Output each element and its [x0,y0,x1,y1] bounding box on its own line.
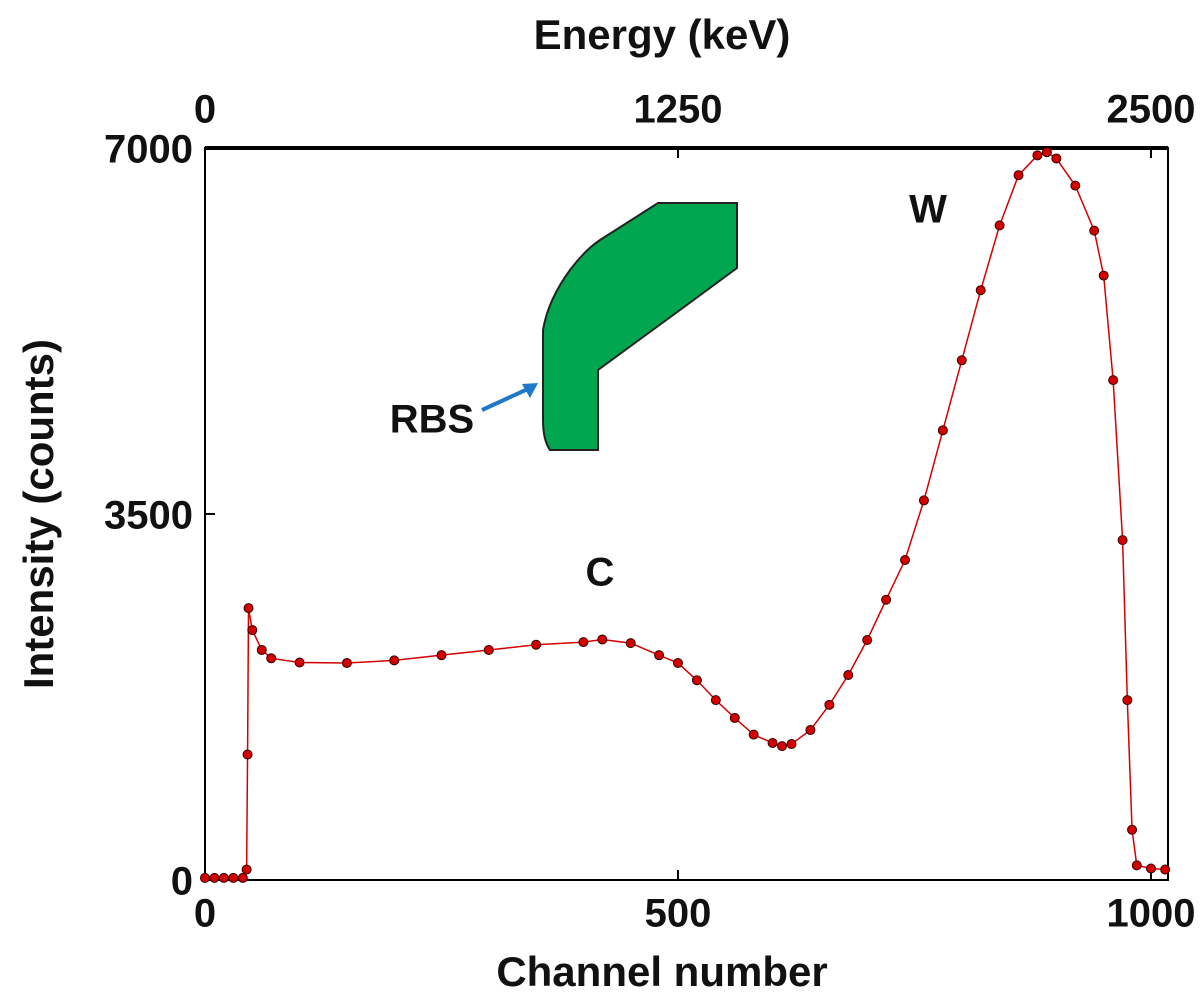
data-point [1122,695,1133,706]
data-point [237,872,248,883]
annotation: W [909,188,947,232]
annotation: RBS [390,398,474,442]
data-point [1145,863,1156,874]
data-point [209,872,220,883]
data-point [881,594,892,605]
rbs-arrowhead [522,383,538,398]
data-point [389,655,400,666]
data-point [243,603,254,614]
data-point [824,699,835,710]
data-point [483,644,494,655]
data-point [436,650,447,661]
rbs-arrow [481,386,531,412]
data-point [1032,150,1043,161]
data-point [1160,864,1171,875]
data-point [1108,375,1119,386]
x-axis-title: Channel number [496,948,827,995]
data-point [1117,535,1128,546]
data-point [218,872,229,883]
data-point [578,637,589,648]
data-point [975,285,986,296]
data-point [1098,270,1109,281]
data-point [1070,180,1081,191]
data-point [341,658,352,669]
y-tick-label: 3500 [104,494,193,538]
data-point [1013,170,1024,181]
x-tick-label: 1000 [1106,892,1195,936]
data-point [805,724,816,735]
data-point [1089,225,1100,236]
data-point [247,625,258,636]
data-point [767,738,778,749]
data-point [625,638,636,649]
x2-tick-label: 2500 [1106,88,1195,132]
data-point [228,872,239,883]
data-point [200,872,210,883]
data-point [294,657,305,668]
x2-tick-label: 0 [194,88,216,132]
y-tick-label: 0 [171,860,193,904]
data-point [843,670,854,681]
x-tick-label: 0 [194,892,216,936]
data-point [1131,860,1142,871]
data-point [597,634,608,645]
data-point [956,355,967,366]
y-tick-label: 7000 [104,128,193,172]
data-point [994,220,1005,231]
data-point [900,555,911,566]
x2-tick-label: 1250 [633,88,722,132]
data-point [937,425,948,436]
data-point [241,864,252,875]
data-point [862,635,873,646]
data-point [1041,147,1052,158]
data-point [672,658,683,669]
y-axis-title: Intensity (counts) [15,339,62,689]
data-point [748,729,759,740]
annotation: C [586,551,615,595]
x-tick-label: 500 [645,892,712,936]
rbs-illustration [542,202,738,451]
data-point [1051,153,1062,164]
data-point [777,741,788,752]
data-point [242,749,253,760]
x2-axis-title: Energy (keV) [534,11,791,58]
data-point [531,639,542,650]
data-point [1127,824,1138,835]
data-point [654,650,665,661]
data-point [266,653,277,664]
data-point [786,739,797,750]
data-point [691,675,702,686]
data-point [710,695,721,706]
data-point [729,712,740,723]
data-point [256,644,267,655]
data-point [918,495,929,506]
